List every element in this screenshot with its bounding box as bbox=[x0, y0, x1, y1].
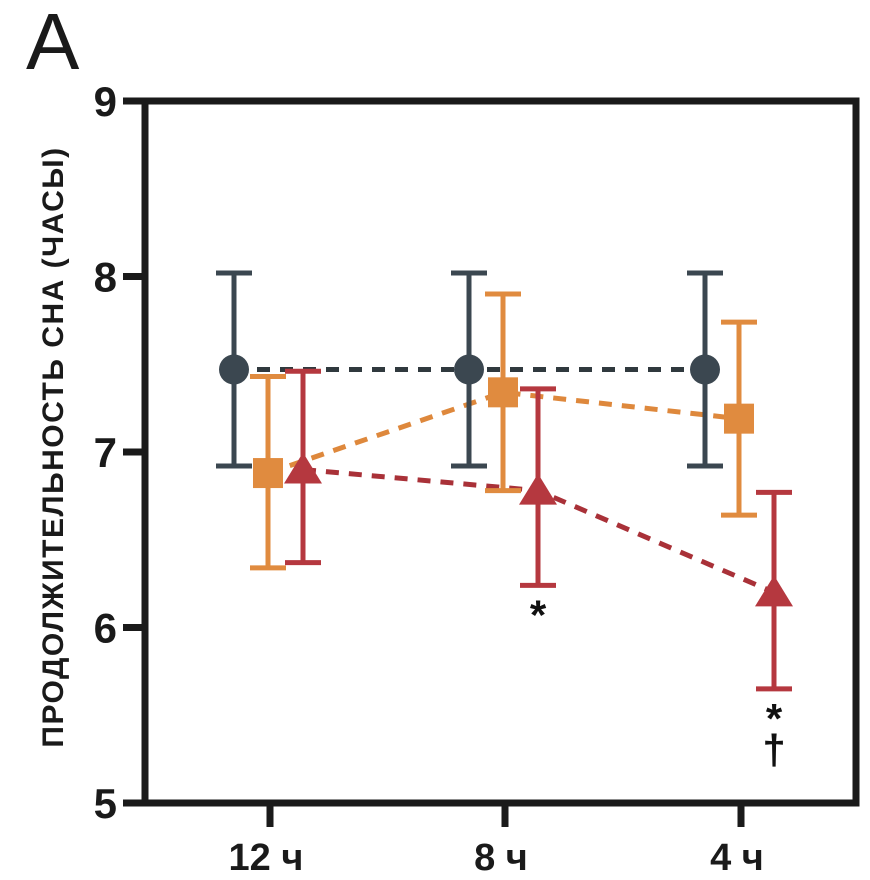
x-tick-label: 8 ч bbox=[474, 837, 528, 879]
data-point-circle bbox=[219, 354, 249, 385]
x-tick-label: 12 ч bbox=[229, 837, 304, 879]
panel-label: A bbox=[26, 0, 80, 86]
x-tick-label: 4 ч bbox=[710, 837, 764, 879]
significance-marker: * bbox=[530, 591, 547, 638]
data-point-triangle bbox=[284, 452, 322, 484]
data-point-circle bbox=[690, 354, 720, 385]
y-tick-label: 9 bbox=[94, 78, 117, 125]
y-tick-label: 8 bbox=[94, 254, 117, 301]
data-point-triangle bbox=[755, 575, 793, 607]
significance-marker: * bbox=[766, 695, 783, 742]
data-point-circle bbox=[454, 354, 484, 385]
y-tick-label: 5 bbox=[94, 780, 117, 827]
data-point-square bbox=[488, 377, 518, 408]
data-point-triangle bbox=[519, 473, 557, 505]
data-point-square bbox=[253, 458, 283, 489]
data-point-square bbox=[724, 403, 754, 434]
y-tick-label: 6 bbox=[94, 605, 117, 652]
significance-marker: † bbox=[762, 726, 785, 773]
y-tick-label: 7 bbox=[94, 429, 117, 476]
